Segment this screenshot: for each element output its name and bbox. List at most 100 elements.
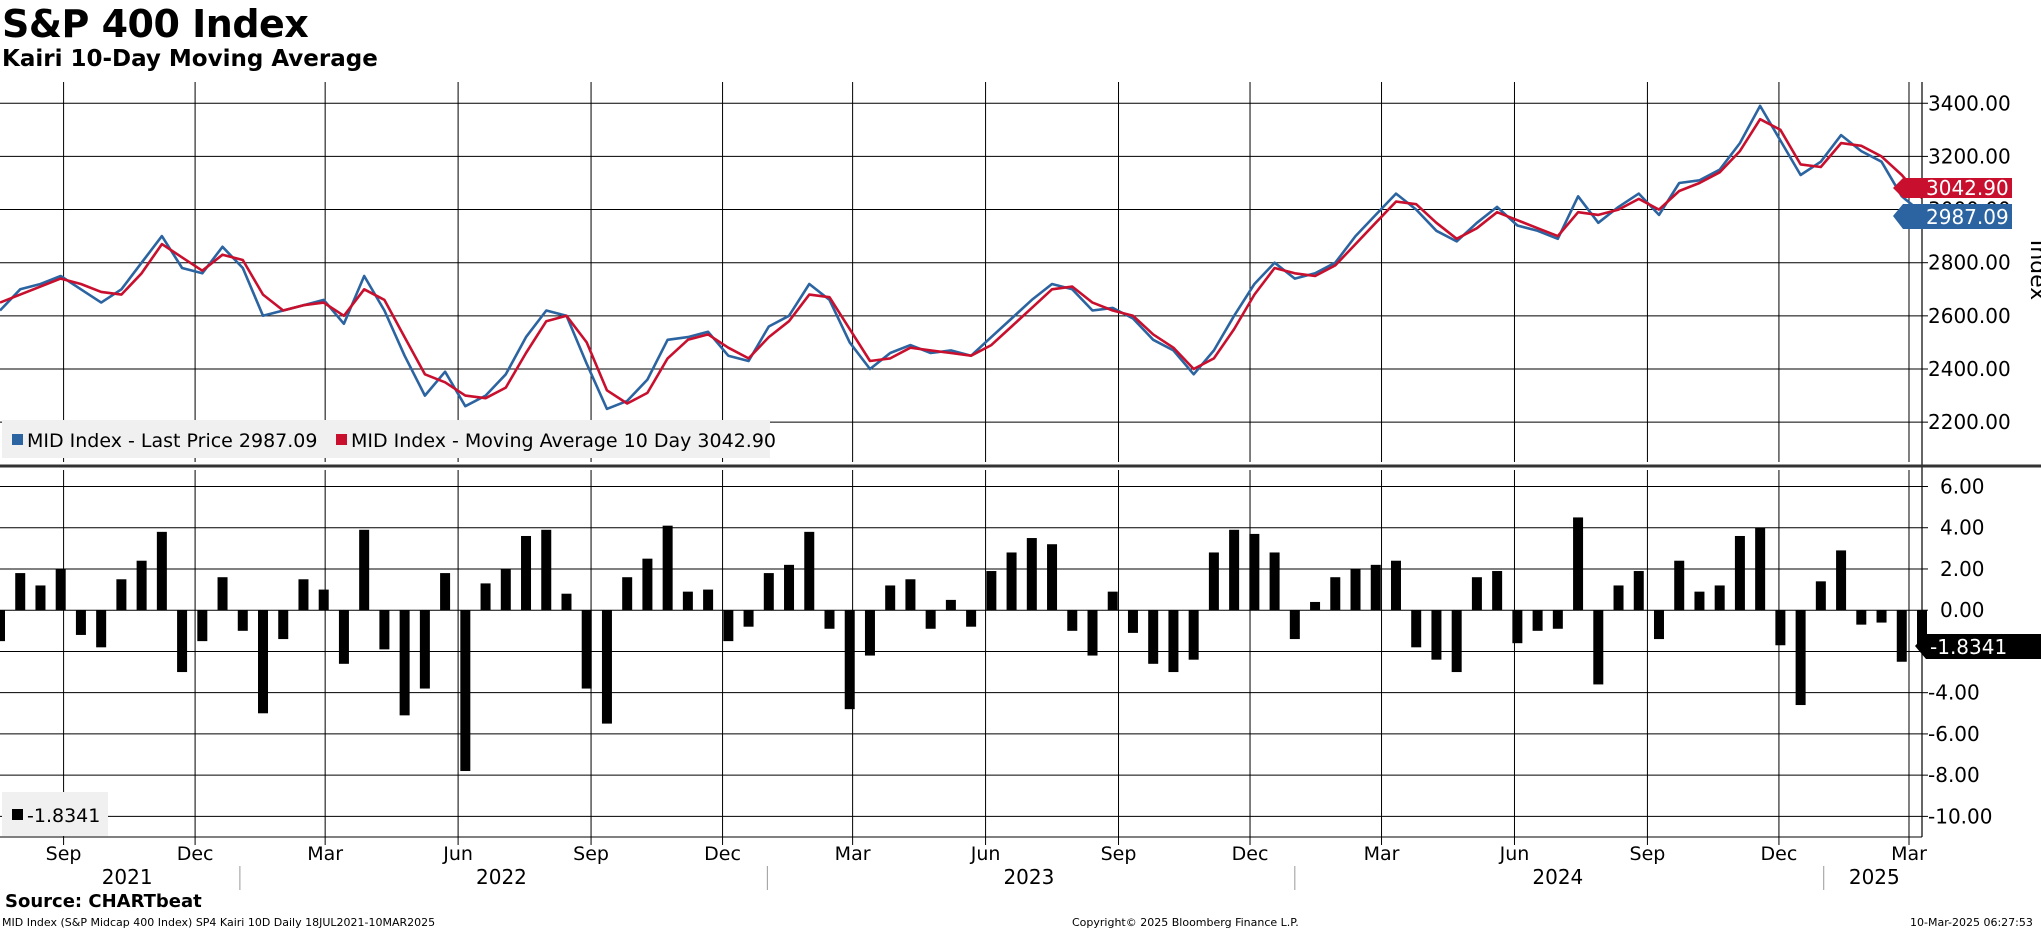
- y-tick-label-bottom: -8.00: [1928, 763, 1980, 787]
- legend-label-price: MID Index - Last Price 2987.09: [27, 430, 317, 452]
- kairi-bar: [945, 599, 956, 611]
- price-lines: [0, 104, 1923, 411]
- kairi-bar: [1896, 610, 1907, 662]
- kairi-bar: [217, 577, 228, 611]
- kairi-bar: [804, 531, 815, 611]
- kairi-bar: [1471, 577, 1482, 611]
- kairi-last-flag: [1915, 634, 2041, 659]
- grid: Sep Dec Mar Jun Sep Dec Mar Jun Sep Dec Mar Jun Sep D…: [0, 82, 2011, 890]
- kairi-bar: [1876, 610, 1887, 623]
- kairi-bar: [1714, 585, 1725, 611]
- kairi-bar: [177, 610, 188, 673]
- kairi-bar: [986, 571, 997, 611]
- kairi-bar: [419, 610, 430, 689]
- x-month-label: Sep: [46, 843, 82, 865]
- kairi-bar: [966, 610, 977, 627]
- legend-label-moving-average: MID Index - Moving Average 10 Day 3042.9…: [351, 430, 776, 452]
- kairi-bar: [460, 610, 471, 772]
- kairi-bar: [601, 610, 612, 724]
- kairi-bar: [1512, 610, 1523, 644]
- kairi-bar: [258, 610, 269, 714]
- kairi-bar: [1734, 535, 1745, 611]
- footer-ticker-info: MID Index (S&P Midcap 400 Index) SP4 Kai…: [2, 916, 436, 929]
- kairi-bar: [96, 610, 107, 648]
- kairi-bar: [1431, 610, 1442, 660]
- kairi-bar: [1249, 533, 1260, 611]
- y-tick-label-bottom: 2.00: [1940, 557, 1985, 581]
- kairi-bar: [1492, 571, 1503, 611]
- kairi-bar: [338, 610, 349, 664]
- kairi-bar: [1411, 610, 1422, 648]
- footer-copyright: Copyright© 2025 Bloomberg Finance L.P.: [1072, 916, 1299, 929]
- kairi-bar: [1107, 591, 1118, 611]
- kairi-bar: [318, 589, 329, 611]
- kairi-bar: [278, 610, 289, 640]
- legend-bottom: -1.8341: [2, 792, 108, 836]
- kairi-bar: [763, 573, 774, 611]
- x-month-label: Dec: [704, 843, 741, 865]
- chart-title: S&P 400 Index: [2, 2, 309, 46]
- kairi-bar: [399, 610, 410, 716]
- kairi-bar: [622, 577, 633, 611]
- price-line: [0, 104, 1923, 411]
- x-month-label: Sep: [1630, 843, 1666, 865]
- x-month-label: Mar: [307, 843, 343, 865]
- kairi-bar: [784, 564, 795, 611]
- kairi-bar: [1350, 568, 1361, 611]
- legend-top: MID Index - Last Price 2987.09 MID Index…: [2, 420, 776, 458]
- y-tick-label-bottom: -6.00: [1928, 722, 1980, 746]
- kairi-bar: [480, 583, 491, 611]
- kairi-bar: [359, 529, 370, 611]
- footer-timestamp: 10-Mar-2025 06:27:53: [1910, 916, 2033, 929]
- x-month-label: Jun: [1499, 843, 1530, 865]
- kairi-bar: [925, 610, 936, 629]
- kairi-bar: [541, 529, 552, 611]
- kairi-bar: [1026, 538, 1037, 611]
- kairi-bar: [1532, 610, 1543, 631]
- kairi-bar: [379, 610, 390, 650]
- kairi-bar: [1795, 610, 1806, 706]
- kairi-bar: [0, 610, 5, 642]
- moving-average-line: [0, 117, 1923, 405]
- legend-swatch-kairi: [12, 809, 23, 820]
- kairi-bar: [35, 585, 46, 611]
- x-year-label: 2021: [102, 865, 153, 889]
- y-tick-label-top: 2800.00: [1928, 251, 2011, 275]
- kairi-bar: [1593, 610, 1604, 685]
- y-axis-label: Index: [2025, 240, 2041, 301]
- kairi-bar: [1127, 610, 1138, 633]
- legend-label-kairi: -1.8341: [27, 805, 100, 827]
- kairi-bar: [1836, 550, 1847, 611]
- ma-last-flag: [1893, 178, 2012, 198]
- y-tick-label-bottom: -10.00: [1928, 804, 1992, 828]
- x-year-label: 2024: [1532, 865, 1583, 889]
- kairi-last-value: -1.8341: [1930, 635, 2007, 659]
- last-price-flags: 3042.90 2987.09 -1.8341: [1893, 176, 2041, 659]
- kairi-bar: [55, 568, 66, 611]
- kairi-bar: [1856, 610, 1867, 625]
- kairi-bar: [1006, 552, 1017, 611]
- kairi-bar: [844, 610, 855, 710]
- kairi-bar: [743, 610, 754, 627]
- x-year-label: 2022: [476, 865, 527, 889]
- kairi-bar: [1653, 610, 1664, 640]
- kairi-bar: [15, 573, 26, 611]
- kairi-bar: [1168, 610, 1179, 673]
- kairi-bar: [682, 591, 693, 611]
- price-last-flag: [1893, 204, 2012, 229]
- kairi-bar: [1755, 527, 1766, 611]
- source-note: Source: CHARTbeat: [5, 891, 202, 912]
- kairi-bar: [1148, 610, 1159, 664]
- kairi-bar: [1633, 571, 1644, 611]
- kairi-bar: [581, 610, 592, 689]
- y-tick-label-top: 2600.00: [1928, 304, 2011, 328]
- kairi-bar: [1573, 517, 1584, 611]
- kairi-bar: [662, 525, 673, 611]
- kairi-bar: [500, 568, 511, 611]
- y-tick-label-top: 3400.00: [1928, 91, 2011, 115]
- x-year-label: 2023: [1003, 865, 1054, 889]
- kairi-bar: [905, 579, 916, 611]
- kairi-bar: [521, 535, 532, 611]
- kairi-bar: [1208, 552, 1219, 611]
- chart-subtitle: Kairi 10-Day Moving Average: [2, 46, 378, 72]
